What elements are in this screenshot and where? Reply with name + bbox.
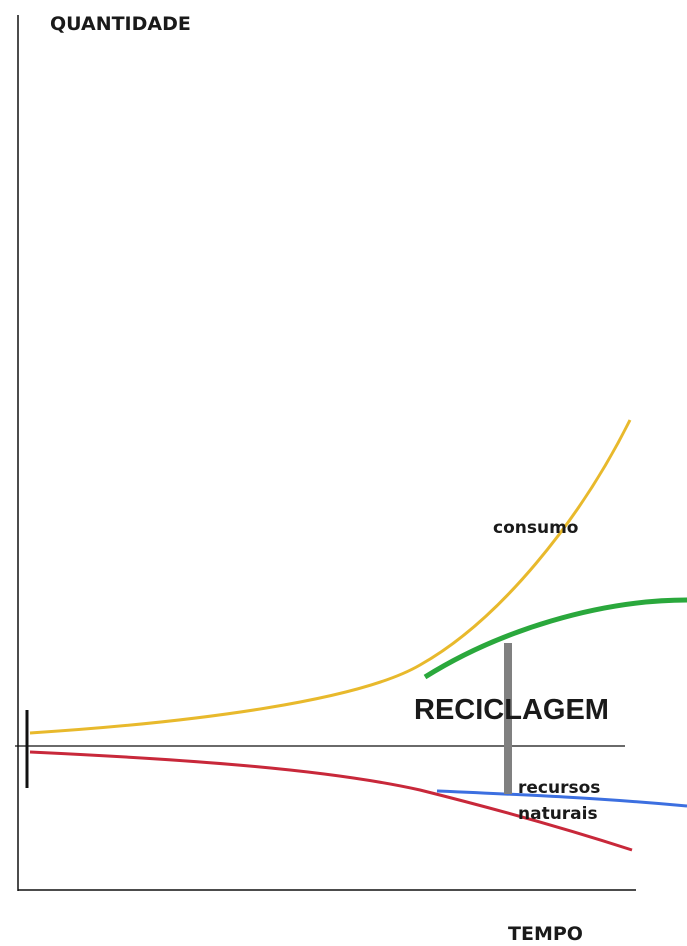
- recursos-label-2: naturais: [518, 804, 598, 824]
- reciclagem-label: RECICLAGEM: [414, 694, 609, 726]
- consumo-curve: [29, 419, 632, 735]
- reciclagem-curve: [423, 597, 687, 680]
- x-axis-label: TEMPO: [508, 923, 583, 945]
- recursos-curve: [29, 750, 633, 852]
- recursos-new-curve: [436, 789, 687, 808]
- recursos-label-1: recursos: [518, 778, 600, 798]
- consumo-label: consumo: [493, 518, 578, 538]
- y-axis-label: QUANTIDADE: [50, 13, 191, 35]
